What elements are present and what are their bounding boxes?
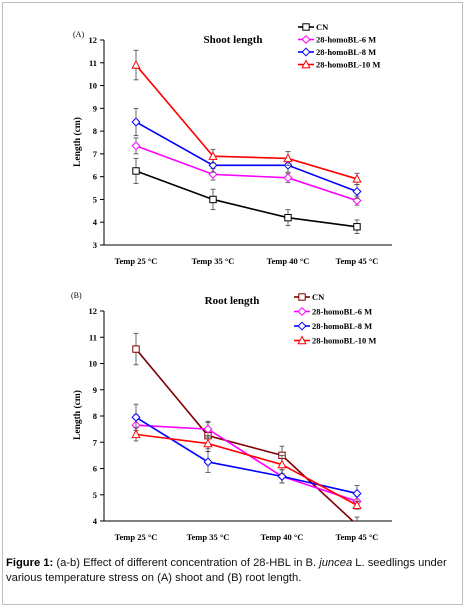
chart1-y-tick-label: 10 xyxy=(89,81,98,91)
chart1-panel-label: (A) xyxy=(73,30,84,39)
chart2-y-tick-label: 5 xyxy=(93,490,97,500)
chart2-series-line xyxy=(135,348,354,521)
chart1-series-line xyxy=(135,170,358,228)
chart2-legend-label: 28-homoBL-6 M xyxy=(312,307,372,317)
chart2-legend-swatch-marker xyxy=(297,335,307,345)
chart1-data-point xyxy=(131,141,141,151)
chart1-series-line xyxy=(135,64,358,180)
figure-caption: Figure 1: (a-b) Effect of different conc… xyxy=(6,556,454,586)
caption-species: juncea xyxy=(319,557,353,569)
chart2-x-tick-label: Temp 35 °C xyxy=(187,532,230,542)
chart1-y-tick-label: 7 xyxy=(93,149,98,159)
chart1-data-point xyxy=(284,213,292,222)
chart1-legend-swatch-marker xyxy=(301,47,311,57)
chart2-legend: CN 28-homoBL-6 M 28-homoBL-8 M 28-homoBL-10… xyxy=(294,292,376,346)
chart2-data-point xyxy=(203,457,213,467)
chart2-y-axis-label: Length (cm) xyxy=(72,390,83,440)
chart2-y-tick-label: 11 xyxy=(89,332,97,342)
chart2-data-point xyxy=(352,500,362,509)
chart2-data-point xyxy=(132,345,140,353)
chart1-y-tick-label: 9 xyxy=(93,103,97,113)
caption-text-2: L. seedlings under various temperature s… xyxy=(6,557,447,584)
chart1-data-point xyxy=(131,59,141,69)
chart2-data-point xyxy=(131,412,141,422)
chart2-y-tick-label: 4 xyxy=(93,516,98,526)
figure-frame xyxy=(2,2,463,605)
chart1-series-3 xyxy=(131,107,362,199)
chart2-legend-swatch-marker xyxy=(297,306,307,317)
chart1-legend-swatch-marker xyxy=(302,23,310,31)
chart2-legend-label: 28-homoBL-8 M xyxy=(312,321,372,331)
chart1-series-1 xyxy=(132,158,361,235)
chart2-panel-label: (B) xyxy=(71,291,82,300)
chart1-data-point xyxy=(132,167,140,175)
chart1-data-point xyxy=(352,173,362,183)
chart1-legend-label: CN xyxy=(316,22,329,32)
chart2-y-tick-label: 12 xyxy=(89,306,98,316)
chart2-series-line xyxy=(135,416,358,495)
chart1-x-tick-label: Temp 45 °C xyxy=(336,256,379,266)
chart1-legend-swatch-marker xyxy=(301,34,311,45)
chart2-data-point xyxy=(203,424,213,434)
chart2-series-4 xyxy=(131,427,362,510)
chart1-y-tick-label: 3 xyxy=(93,240,97,250)
chart1-data-point xyxy=(208,151,218,160)
chart1-data-point xyxy=(283,153,293,163)
caption-label: Figure 1: xyxy=(6,557,54,569)
chart2-legend-swatch-marker xyxy=(298,293,306,301)
chart2-series-line xyxy=(135,424,358,503)
chart2-y-tick-label: 9 xyxy=(93,385,97,395)
chart2-y-tick-label: 6 xyxy=(93,464,97,474)
chart2-series-3 xyxy=(131,403,362,502)
chart1-y-tick-label: 12 xyxy=(89,35,98,45)
chart2-series-2 xyxy=(131,414,362,507)
caption-text-1: (a-b) Effect of different concentration … xyxy=(53,557,320,569)
chart2-series-1 xyxy=(132,332,360,521)
chart2-legend-label: 28-homoBL-10 M xyxy=(312,336,376,346)
chart2-title: Root length xyxy=(205,295,260,307)
chart2-legend-label: CN xyxy=(312,292,325,302)
chart2-x-tick-label: Temp 45 °C xyxy=(336,532,379,542)
chart2-data-point xyxy=(277,471,287,481)
chart1-data-point xyxy=(353,223,361,231)
chart2-series-line xyxy=(135,433,358,506)
chart2-data-point xyxy=(131,429,141,439)
chart1-x-tick-label: Temp 40 °C xyxy=(267,256,310,266)
chart-2: 4 5 6 7 8 9 10 11 12 Temp 25 °C Temp 35 °C Temp 40 … xyxy=(71,291,392,542)
chart1-legend-label: 28-homoBL-10 M xyxy=(316,60,380,70)
chart1-y-tick-label: 6 xyxy=(93,172,97,182)
chart-1: 3 4 5 6 7 8 9 10 11 12 Temp 25 °C Temp 35 °C Temp 40… xyxy=(72,22,392,266)
chart2-legend-swatch-marker xyxy=(297,321,307,331)
chart1-x-tick-label: Temp 25 °C xyxy=(115,256,158,266)
chart1-legend: CN 28-homoBL-6 M 28-homoBL-8 M 28-homoBL-10… xyxy=(298,22,380,70)
chart1-data-point xyxy=(209,195,217,204)
chart1-series-line xyxy=(135,145,358,202)
chart2-data-point xyxy=(352,488,362,498)
chart2-x-tick-label: Temp 40 °C xyxy=(261,532,304,542)
chart1-y-tick-label: 8 xyxy=(93,126,97,136)
chart2-x-tick-label: Temp 25 °C xyxy=(115,532,158,542)
chart1-series-line xyxy=(135,121,358,193)
chart1-legend-label: 28-homoBL-6 M xyxy=(316,35,376,45)
chart1-title: Shoot length xyxy=(204,34,263,46)
chart2-data-point xyxy=(277,459,287,469)
chart1-series-2 xyxy=(131,137,362,206)
chart1-data-point xyxy=(352,186,362,196)
chart1-y-tick-label: 5 xyxy=(93,194,97,204)
chart1-data-point xyxy=(131,117,141,127)
chart1-y-tick-label: 11 xyxy=(89,58,97,68)
chart2-y-tick-label: 10 xyxy=(89,359,98,369)
chart1-legend-swatch-marker xyxy=(301,59,311,69)
chart1-legend-label: 28-homoBL-8 M xyxy=(316,47,376,57)
chart2-y-tick-label: 7 xyxy=(93,437,98,447)
chart1-x-tick-label: Temp 35 °C xyxy=(192,256,235,266)
chart1-y-tick-label: 4 xyxy=(93,217,98,227)
chart1-data-point xyxy=(283,173,293,183)
chart1-series-4 xyxy=(131,49,362,186)
chart1-y-axis-label: Length (cm) xyxy=(72,117,83,167)
chart2-data-point xyxy=(203,438,213,448)
chart2-y-tick-label: 8 xyxy=(93,411,97,421)
